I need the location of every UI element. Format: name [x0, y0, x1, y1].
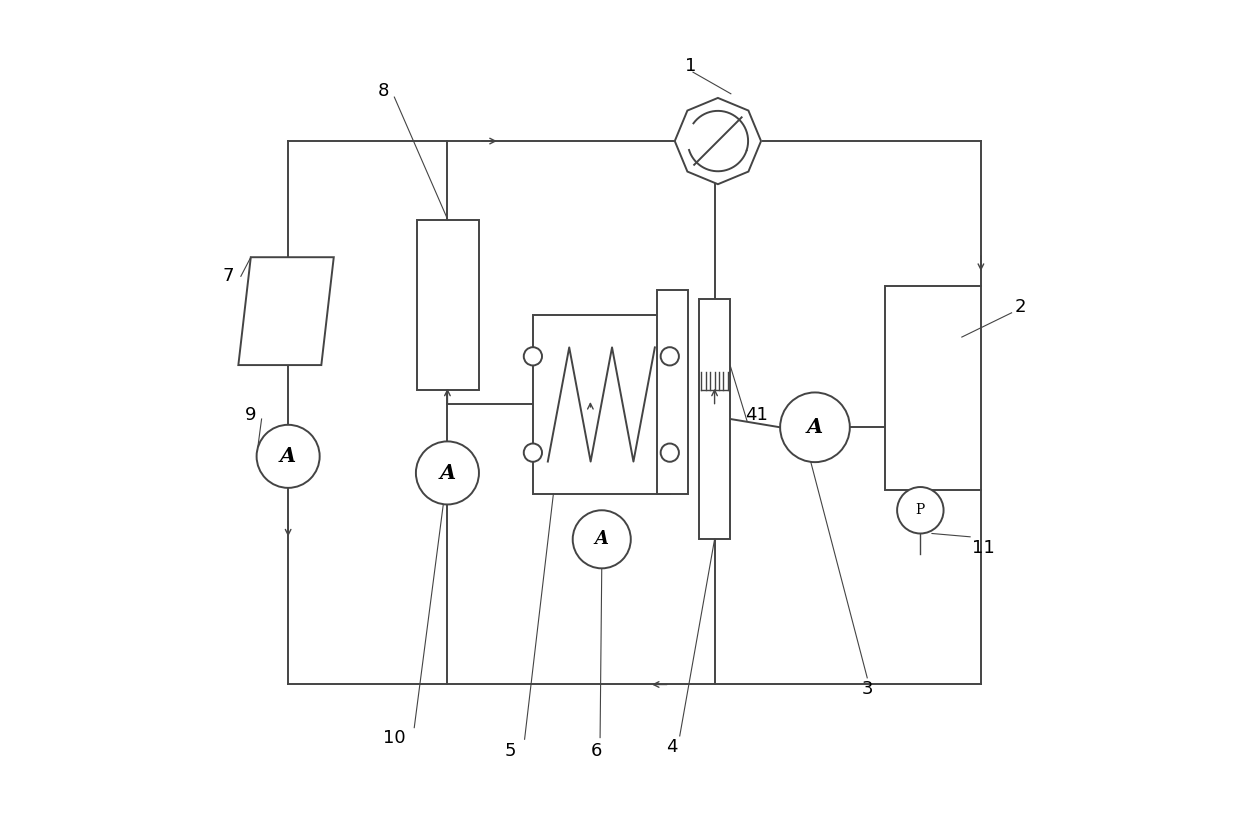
- Bar: [533, 315, 670, 494]
- Text: 41: 41: [745, 406, 769, 424]
- Text: P: P: [915, 504, 925, 517]
- Circle shape: [661, 347, 680, 365]
- Text: 5: 5: [505, 742, 516, 760]
- Bar: [885, 287, 981, 489]
- Text: A: A: [807, 417, 823, 437]
- Circle shape: [661, 443, 680, 462]
- Circle shape: [897, 487, 944, 534]
- Text: A: A: [439, 463, 455, 483]
- Circle shape: [573, 510, 631, 568]
- Text: 11: 11: [972, 539, 994, 556]
- Circle shape: [523, 347, 542, 365]
- Polygon shape: [675, 98, 761, 184]
- Text: 9: 9: [246, 406, 257, 424]
- Text: 3: 3: [862, 680, 873, 698]
- Text: A: A: [595, 530, 609, 548]
- Text: 1: 1: [684, 57, 696, 75]
- Bar: [417, 220, 479, 390]
- Text: 6: 6: [591, 742, 603, 760]
- Circle shape: [523, 443, 542, 462]
- Text: 2: 2: [1014, 298, 1025, 316]
- Circle shape: [780, 392, 849, 462]
- Text: 8: 8: [378, 82, 389, 101]
- Circle shape: [415, 442, 479, 504]
- Circle shape: [257, 425, 320, 488]
- Polygon shape: [238, 257, 334, 365]
- Text: 7: 7: [223, 267, 234, 285]
- Text: 10: 10: [383, 729, 405, 747]
- Bar: [656, 291, 688, 494]
- Text: A: A: [280, 447, 296, 466]
- Bar: [699, 298, 730, 540]
- Text: 4: 4: [666, 737, 677, 756]
